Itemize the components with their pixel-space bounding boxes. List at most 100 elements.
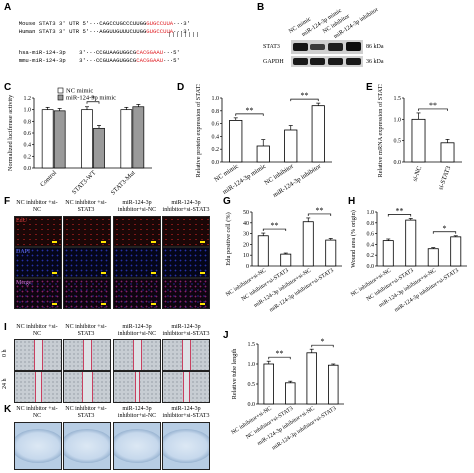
y-tick-label: 0.2 xyxy=(367,253,375,259)
y-tick-label: 40 xyxy=(243,221,249,227)
y-tick-label: 0.4 xyxy=(212,134,220,140)
panel-label-k: K xyxy=(4,404,12,415)
wound-gap xyxy=(183,372,190,402)
y-tick-label: 0.4 xyxy=(367,242,375,248)
y-tick-label: 1.0 xyxy=(394,117,402,123)
k-col-1: NC inhibitor +si-NC xyxy=(16,406,58,419)
scale-bar xyxy=(101,272,106,274)
sig-mark: * xyxy=(321,337,325,346)
bar xyxy=(256,145,270,163)
blot-size-stat3: 86 kDa xyxy=(366,44,384,50)
legend-swatch xyxy=(57,87,64,94)
bar xyxy=(427,248,439,267)
sig-mark: ** xyxy=(271,221,279,230)
wound-gap xyxy=(83,340,92,370)
panel-label-g: G xyxy=(223,196,231,207)
y-tick-label: 1.0 xyxy=(367,210,375,216)
sig-mark: * xyxy=(443,224,447,233)
bar xyxy=(284,129,298,163)
i-0h-4 xyxy=(162,339,210,371)
blot-band xyxy=(310,44,325,50)
i-col-2: NC inhibitor +si-STAT3 xyxy=(65,324,107,337)
bar xyxy=(120,109,133,169)
sig-mark: * xyxy=(91,94,95,103)
i-col-1: NC inhibitor +si-NC xyxy=(16,324,58,337)
y-tick-label: 0.0 xyxy=(394,160,402,166)
y-tick-label: 0.6 xyxy=(212,122,220,128)
scale-bar xyxy=(52,241,57,243)
scale-bar xyxy=(200,241,205,243)
panel-label-h: H xyxy=(348,196,356,207)
f-col-1: NC inhibitor +si-NC xyxy=(16,200,58,213)
panel-label-d: D xyxy=(177,82,185,93)
bar xyxy=(263,363,274,405)
bar xyxy=(311,105,325,163)
x-tick-label: STAT3-Mut xyxy=(110,169,137,196)
y-axis-label: Edu positive cell (%) xyxy=(225,212,232,265)
sig-bracket xyxy=(86,101,100,104)
y-tick-label: 1.0 xyxy=(248,362,256,368)
sig-mark: ** xyxy=(316,206,324,215)
bar xyxy=(257,235,269,267)
i-row-0h: 0 h xyxy=(2,349,8,358)
bar xyxy=(306,352,317,405)
blot-band xyxy=(346,58,361,65)
sig-bracket xyxy=(268,356,291,360)
seq-name: Mouse STAT3 3′ UTR xyxy=(18,20,80,27)
panel-label-a: A xyxy=(4,2,12,13)
y-tick-label: 0.0 xyxy=(24,166,32,172)
i-col-3: miR-124-3p inhibitor+si-NC xyxy=(117,324,157,337)
panel-label-j: J xyxy=(223,330,229,341)
i-24h-2 xyxy=(63,371,111,403)
y-tick-label: 0.6 xyxy=(367,232,375,238)
k-col-2: NC inhibitor +si-STAT3 xyxy=(65,406,107,419)
scale-bar xyxy=(151,241,156,243)
y-tick-label: 0.2 xyxy=(24,154,32,160)
y-tick-label: 1.0 xyxy=(212,96,220,102)
blot-band xyxy=(328,43,343,51)
f-row-merge: Merge xyxy=(16,280,32,286)
blot-gapdh xyxy=(291,56,363,67)
sig-mark: ** xyxy=(429,101,437,110)
sig-mark: ** xyxy=(396,206,404,215)
bar xyxy=(382,240,394,267)
wound-gap xyxy=(182,340,191,370)
panel-label-c: C xyxy=(4,82,12,93)
y-tick-label: 1.5 xyxy=(394,96,402,102)
bar xyxy=(53,110,66,169)
seq-row-mmu: mmu-miR-124-3p 3′···CCGUAAGUGGCGCACGGAAU… xyxy=(18,57,180,64)
tube-well xyxy=(114,429,160,463)
i-row-24h: 24 h xyxy=(2,378,8,390)
k-tube-4 xyxy=(162,422,210,470)
x-tick-label: si-STAT3 xyxy=(437,165,452,191)
f-col-3: miR-124-3p inhibitor+si-NC xyxy=(117,200,157,213)
y-tick-label: 1.0 xyxy=(24,108,32,114)
sig-bracket xyxy=(311,344,334,348)
y-axis-label: Normalized luciferase activity xyxy=(7,94,14,171)
y-tick-label: 0.8 xyxy=(212,109,220,115)
legend-label: miR-124-3p mimic xyxy=(66,95,116,102)
chart-d: 0.0 0.2 0.4 0.6 0.8 1.0 Relative protein expre… xyxy=(195,84,332,199)
y-axis-label: Relative protein expression of STAT3 xyxy=(195,84,202,177)
legend-label: NC mimic xyxy=(66,88,93,95)
sig-bracket xyxy=(235,113,264,116)
bar xyxy=(411,118,426,163)
wound-gap xyxy=(35,372,42,402)
y-tick-label: 0.4 xyxy=(24,143,32,149)
panel-label-b: B xyxy=(257,2,265,13)
i-24h-1 xyxy=(14,371,62,403)
y-tick-label: 0.5 xyxy=(248,382,256,388)
f-row-dapi: DAPI xyxy=(16,249,31,255)
blot-label-stat3: STAT3 xyxy=(263,44,280,50)
scale-bar xyxy=(52,272,57,274)
bar xyxy=(229,120,243,163)
x-tick-label: STAT3-WT xyxy=(71,169,98,196)
f-dapi-1 xyxy=(14,247,62,278)
sig-bracket xyxy=(387,214,412,217)
x-tick-label: si-NC xyxy=(411,165,423,182)
sig-mark: ** xyxy=(301,91,309,100)
bar xyxy=(280,253,292,267)
blot-band xyxy=(310,58,325,65)
y-tick-label: 50 xyxy=(243,210,249,216)
